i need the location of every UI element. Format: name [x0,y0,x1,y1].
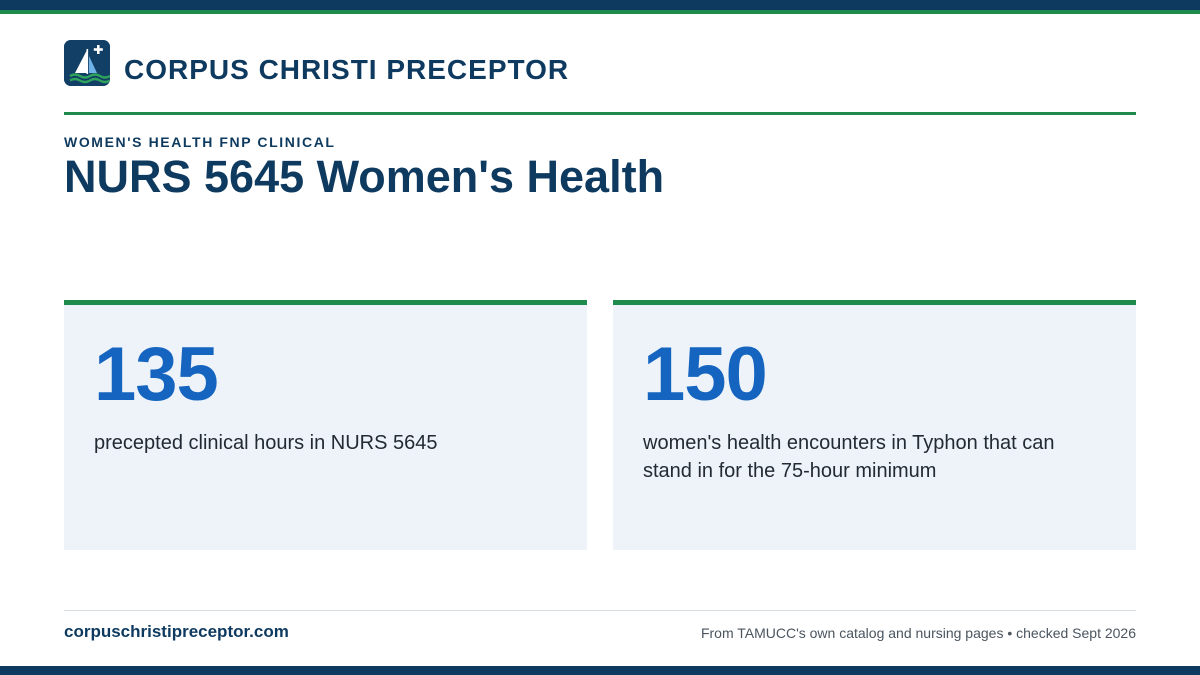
eyebrow-label: WOMEN'S HEALTH FNP CLINICAL [64,134,336,150]
stat-card-encounters: 150 women's health encounters in Typhon … [613,300,1136,550]
sailboat-medical-cross-icon [64,40,110,86]
stat-description: women's health encounters in Typhon that… [643,432,1055,482]
footer-site-link[interactable]: corpuschristipreceptor.com [64,622,289,641]
top-green-stripe [0,10,1200,14]
stat-number: 135 [94,332,219,417]
brand-name: CORPUS CHRISTI PRECEPTOR [124,54,570,85]
stat-number: 150 [643,332,768,417]
stat-card-hours: 135 precepted clinical hours in NURS 564… [64,300,587,550]
top-accent-bar [0,0,1200,10]
header-divider [64,112,1136,115]
stat-description: precepted clinical hours in NURS 5645 [94,432,438,454]
page-title: NURS 5645 Women's Health [64,151,665,202]
footer-source-note: From TAMUCC's own catalog and nursing pa… [700,625,1136,641]
footer-divider [64,610,1136,611]
bottom-accent-bar [0,666,1200,675]
